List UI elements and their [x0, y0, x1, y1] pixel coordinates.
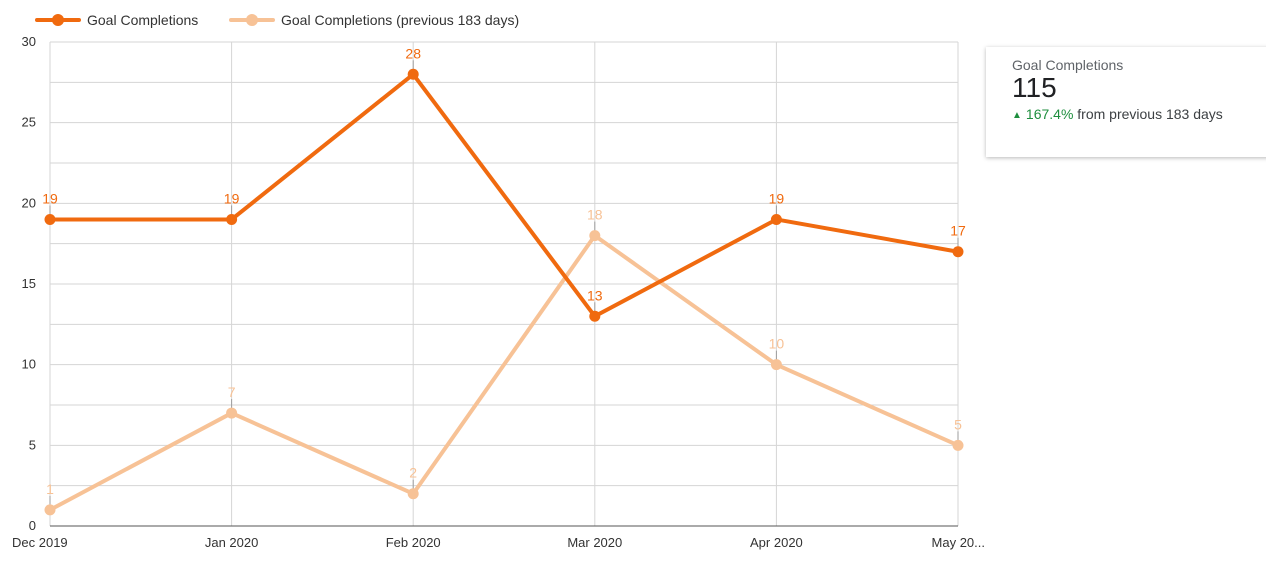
x-tick-label: Mar 2020 — [567, 535, 622, 550]
x-tick-label: Dec 2019 — [12, 535, 68, 550]
data-label: 5 — [954, 416, 962, 432]
x-tick-label: Feb 2020 — [386, 535, 441, 550]
data-point[interactable] — [226, 213, 238, 225]
series-0: 19 19 28 13 19 17 — [42, 45, 966, 322]
data-point[interactable] — [770, 213, 782, 225]
data-label: 13 — [587, 287, 603, 303]
scorecard-value: 115 — [1012, 72, 1057, 103]
data-label: 19 — [224, 190, 240, 206]
scorecard-delta-percent: 167.4% — [1025, 106, 1074, 122]
data-label: 1 — [46, 481, 54, 497]
data-point[interactable] — [407, 488, 419, 500]
data-label: 2 — [409, 465, 417, 481]
legend-item[interactable]: Goal Completions (previous 183 days) — [229, 12, 519, 28]
up-arrow-icon: ▲ — [1012, 110, 1022, 121]
x-tick-label: Jan 2020 — [205, 535, 259, 550]
y-tick-label: 30 — [22, 34, 36, 49]
data-point[interactable] — [44, 213, 56, 225]
scorecard-delta: ▲ 167.4% from previous 183 days — [1012, 105, 1266, 125]
x-tick-label: May 20... — [932, 535, 985, 550]
y-tick-label: 15 — [22, 276, 36, 291]
legend-item[interactable]: Goal Completions — [35, 12, 198, 28]
y-tick-label: 0 — [29, 518, 36, 533]
data-point[interactable] — [589, 230, 601, 242]
data-label: 7 — [228, 384, 236, 400]
data-label: 28 — [405, 45, 421, 61]
legend-label: Goal Completions (previous 183 days) — [281, 12, 519, 28]
y-tick-label: 25 — [22, 115, 36, 130]
series-line — [48, 72, 960, 319]
data-label: 17 — [950, 223, 966, 239]
y-tick-label: 20 — [22, 195, 36, 210]
y-tick-label: 5 — [29, 437, 36, 452]
data-point[interactable] — [407, 68, 419, 80]
legend-swatch-dot — [52, 14, 64, 26]
data-label: 19 — [42, 190, 58, 206]
data-point[interactable] — [770, 359, 782, 371]
legend-label: Goal Completions — [87, 12, 198, 28]
data-point[interactable] — [44, 504, 56, 516]
scorecard-label: Goal Completions — [1012, 57, 1124, 73]
grid — [49, 41, 959, 527]
data-label: 18 — [587, 207, 603, 223]
scorecard-delta-suffix: from previous 183 days — [1073, 106, 1223, 122]
data-point[interactable] — [952, 246, 964, 258]
legend-swatch-dot — [246, 14, 258, 26]
y-tick-label: 10 — [22, 357, 36, 372]
series-line — [48, 233, 960, 512]
legend: Goal Completions Goal Completions (previo… — [35, 12, 519, 28]
data-point[interactable] — [589, 310, 601, 322]
data-point[interactable] — [226, 407, 238, 419]
x-tick-label: Apr 2020 — [750, 535, 803, 550]
data-label: 10 — [769, 336, 785, 352]
scorecard[interactable]: Goal Completions 115 ▲ 167.4% from previo… — [986, 47, 1266, 157]
data-label: 19 — [769, 190, 785, 206]
data-point[interactable] — [952, 439, 964, 451]
